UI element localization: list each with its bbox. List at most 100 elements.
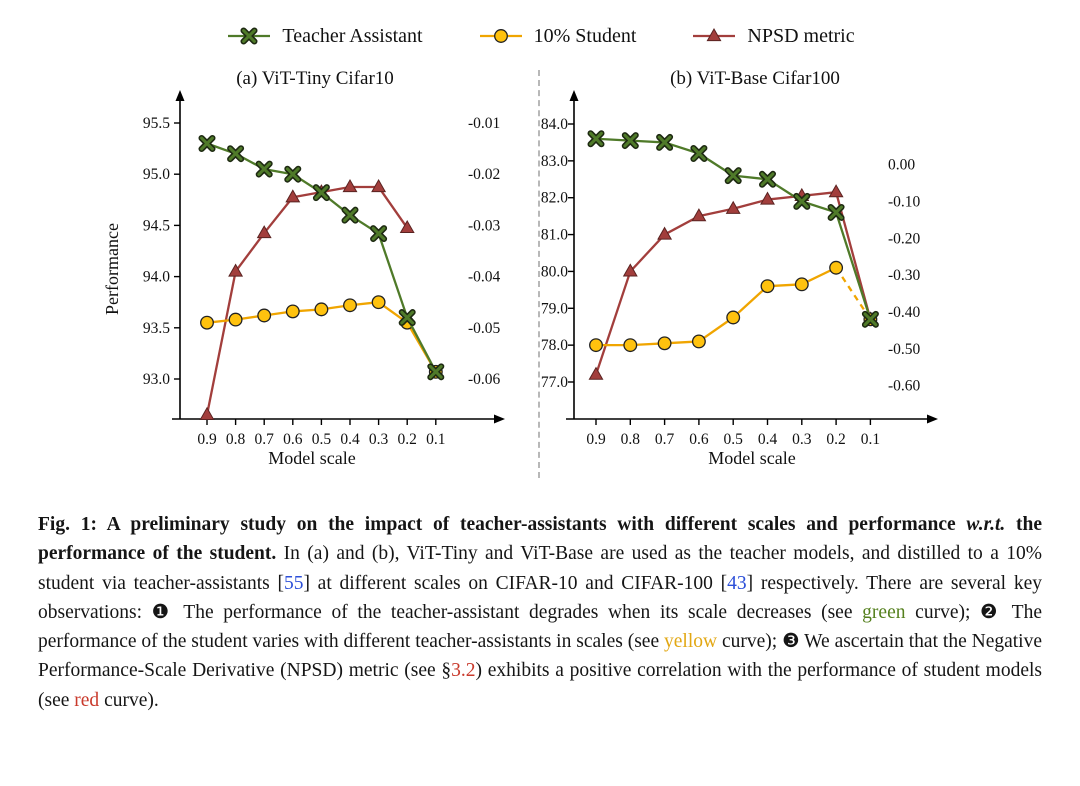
series-line-10-student [698, 316, 734, 343]
right-axis-tick-label: -0.50 [888, 341, 921, 358]
y-tick-label: 77.0 [541, 374, 568, 391]
citation-link-43[interactable]: 43 [727, 572, 747, 594]
section-link-3-2[interactable]: 3.2 [451, 660, 476, 682]
caption-segment: ) exhibits a positive correlation with t… [38, 660, 1042, 711]
charts-row: (a) ViT-Tiny Cifar10 95.5 95.0 94.5 94.0 93.5… [0, 64, 1080, 484]
caption-segment: red [74, 689, 100, 711]
series-marker-npsd-metric [399, 219, 415, 234]
series-line-10-student [732, 285, 769, 319]
y-tick-label: 93.0 [143, 371, 170, 388]
x-tick-label: 0.7 [255, 431, 275, 448]
series-line-npsd-metric [732, 198, 768, 210]
y-tick-label: 83.0 [541, 153, 568, 170]
caption-segment: curve). [99, 689, 159, 711]
series-line-npsd-metric [205, 271, 237, 416]
caption-segment: curve); ❸ We ascertain that the Negative… [38, 631, 1043, 682]
x-tick-label: 0.9 [197, 431, 217, 448]
series-marker-10-student [589, 338, 603, 353]
x-axis-arrow-icon [494, 414, 505, 424]
x-tick-label: 0.5 [312, 431, 332, 448]
legend-label-npsd: NPSD metric [747, 24, 855, 47]
figure-caption: Fig. 1: A preliminary study on the impac… [38, 510, 1042, 715]
chart-vit-base-cifar100: (b) ViT-Base Cifar100 84.0 83.0 82.0 81.0 80.… [541, 68, 938, 468]
caption-segment: w.r.t. [966, 514, 1006, 535]
series-marker-npsd-metric [285, 189, 301, 203]
series-marker-npsd-metric [828, 184, 844, 198]
x-tick-label: 0.4 [758, 431, 778, 448]
x-tick-label: 0.3 [369, 431, 389, 448]
series-marker-10-student [257, 308, 272, 323]
series-marker-teacher-assistant [314, 185, 329, 200]
series-marker-10-student [691, 334, 706, 349]
series-line-npsd-metric [594, 271, 632, 375]
teacher-assistant-marker-icon [228, 27, 271, 45]
charts-divider [538, 70, 540, 478]
series-marker-teacher-assistant [829, 205, 843, 220]
right-axis-tick-label: -0.01 [468, 115, 500, 132]
x-axis-arrow-icon [927, 414, 938, 424]
series-marker-teacher-assistant [692, 146, 706, 161]
y-tick-label: 94.0 [143, 269, 170, 286]
x-tick-label: 0.2 [398, 431, 417, 448]
right-axis-tick-label: -0.03 [468, 217, 501, 234]
series-marker-teacher-assistant [726, 168, 741, 183]
series-marker-teacher-assistant [760, 172, 775, 187]
x-tick-label: 0.6 [283, 431, 303, 448]
series-marker-10-student [200, 315, 214, 330]
series-line-npsd-metric [234, 232, 266, 273]
series-marker-teacher-assistant [428, 364, 443, 379]
series-marker-10-student [726, 310, 741, 325]
series-marker-npsd-metric [691, 208, 707, 222]
x-tick-label: 0.6 [689, 431, 709, 448]
y-tick-label: 95.5 [143, 115, 170, 132]
npsd-metric-glyph-icon [706, 27, 722, 42]
10-student-glyph-icon [493, 29, 508, 43]
legend-item-student: 10% Student [477, 25, 636, 48]
series-line-teacher-assistant [630, 139, 665, 144]
series-marker-npsd-metric [588, 366, 604, 380]
x-axis-title: Model scale [268, 448, 355, 468]
y-axis-arrow-icon [569, 90, 579, 101]
series-marker-10-student [829, 260, 844, 275]
citation-link-55[interactable]: 55 [283, 572, 304, 594]
y-tick-label: 82.0 [541, 190, 568, 207]
series-marker-10-student [285, 304, 300, 319]
legend-item-npsd: NPSD metric [690, 24, 855, 48]
caption-segment: ] at different scales on CIFAR-10 and CI… [303, 572, 728, 594]
y-tick-label: 94.5 [143, 217, 170, 234]
series-marker-teacher-assistant [285, 167, 300, 182]
caption-segment: In (a) and (b), ViT-Tiny and ViT-Base ar… [38, 543, 1042, 594]
series-line-teacher-assistant [377, 233, 409, 318]
x-tick-label: 0.5 [724, 431, 744, 448]
y-tick-label: 95.0 [143, 166, 170, 183]
series-marker-teacher-assistant [623, 133, 638, 148]
caption-segment: the performance of the student. [38, 514, 1042, 565]
series-marker-teacher-assistant [228, 146, 243, 161]
chart-vit-tiny-cifar10: (a) ViT-Tiny Cifar10 95.5 95.0 94.5 94.0 93.5… [102, 68, 505, 468]
x-tick-label: 0.4 [340, 431, 360, 448]
series-marker-npsd-metric [199, 406, 215, 420]
right-axis-tick-label: -0.20 [888, 230, 921, 247]
x-tick-label: 0.3 [792, 431, 812, 448]
series-marker-teacher-assistant [794, 194, 809, 209]
y-tick-label: 79.0 [541, 300, 568, 317]
series-marker-10-student [657, 336, 672, 351]
x-tick-label: 0.8 [621, 431, 641, 448]
series-marker-10-student [371, 295, 386, 310]
y-tick-label: 78.0 [541, 337, 568, 354]
chart-title: (b) ViT-Base Cifar100 [670, 68, 840, 89]
npsd-marker-icon [693, 27, 736, 42]
x-tick-label: 0.1 [426, 431, 445, 448]
series-marker-10-student [623, 338, 638, 353]
series-marker-10-student [228, 312, 243, 327]
caption-segment: yellow [664, 631, 718, 652]
series-line-npsd-metric [698, 207, 734, 218]
right-axis-tick-label: -0.05 [468, 320, 501, 337]
series-line-teacher-assistant [733, 174, 768, 181]
caption-segment: Fig. 1: A preliminary study on the impac… [38, 514, 967, 535]
series-marker-npsd-metric [228, 263, 244, 277]
series-marker-teacher-assistant [400, 310, 415, 325]
series-line-npsd-metric [377, 186, 409, 229]
series-marker-10-student [314, 302, 329, 317]
y-tick-label: 81.0 [541, 227, 568, 244]
